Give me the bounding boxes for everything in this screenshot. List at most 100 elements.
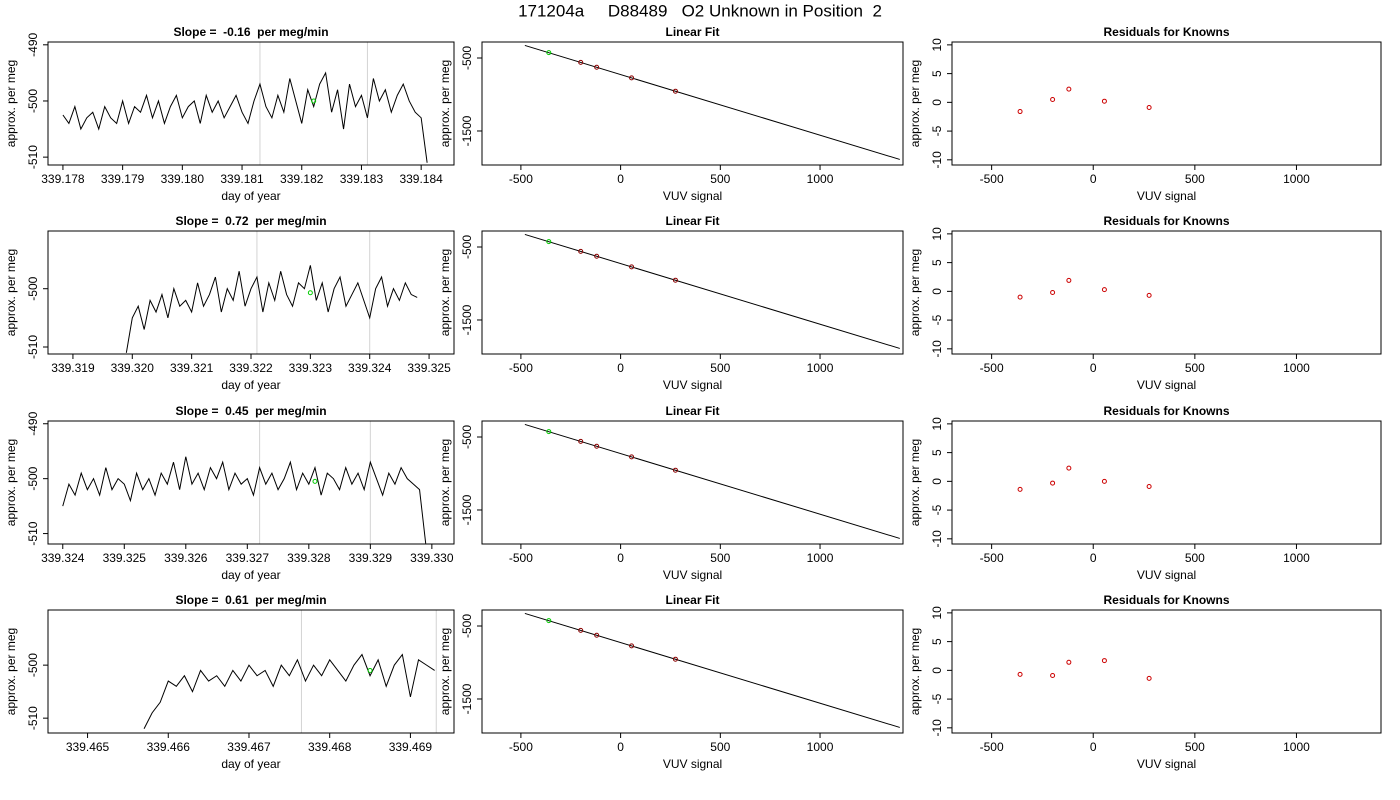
x-tick-label: 500: [1185, 361, 1205, 375]
y-axis-label: approx. per meg: [908, 439, 922, 526]
panel: Linear Fit VUV signal approx. per meg -500 0…: [438, 25, 904, 203]
y-tick-label: -510: [26, 521, 40, 545]
x-tick-label: 500: [1185, 551, 1205, 565]
x-tick-label: 1000: [807, 551, 834, 565]
data-point: [546, 239, 552, 245]
y-tick-label: 0: [930, 288, 944, 295]
marker-point: [367, 667, 373, 673]
x-tick-label: -500: [509, 361, 533, 375]
x-tick-label: 339.326: [164, 551, 208, 565]
data-point: [672, 467, 678, 473]
x-axis-label: VUV signal: [663, 568, 722, 582]
data-point: [594, 64, 600, 70]
x-tick-label: 339.329: [349, 551, 393, 565]
fit-line: [524, 612, 900, 728]
data-point: [1101, 98, 1107, 104]
data-line: [143, 653, 435, 729]
plot-area: [1017, 277, 1152, 300]
x-tick-label: 0: [1090, 361, 1097, 375]
plot-area: [524, 233, 900, 349]
y-tick-label: -500: [460, 614, 474, 638]
x-tick-label: 1000: [807, 740, 834, 754]
x-tick-label: 339.180: [161, 172, 205, 186]
y-tick-label: 10: [930, 227, 944, 241]
x-axis-label: day of year: [221, 378, 280, 392]
plot-frame: [481, 609, 904, 734]
data-point: [672, 277, 678, 283]
panel: Linear Fit VUV signal approx. per meg -500 0…: [438, 214, 904, 392]
plot-area: [1017, 465, 1152, 492]
y-axis-label: approx. per meg: [438, 60, 452, 147]
y-tick-label: -1500: [460, 304, 474, 335]
y-tick-label: -490: [26, 411, 40, 435]
x-tick-label: 339.183: [340, 172, 384, 186]
x-tick-label: 1000: [1283, 172, 1310, 186]
y-tick-label: 5: [930, 638, 944, 645]
y-tick-label: -5: [930, 125, 944, 136]
x-axis-label: VUV signal: [1137, 568, 1196, 582]
x-tick-label: 339.325: [103, 551, 147, 565]
x-tick-label: 339.321: [170, 361, 214, 375]
x-tick-label: -500: [509, 740, 533, 754]
y-tick-label: -500: [460, 425, 474, 449]
data-point: [1017, 671, 1023, 677]
panel: Residuals for Knowns VUV signal approx. pe…: [908, 214, 1382, 392]
x-tick-label: 0: [617, 740, 624, 754]
panel-title: Slope = -0.16 per meg/min: [173, 25, 328, 39]
data-point: [1050, 290, 1056, 295]
y-tick-label: 0: [930, 478, 944, 485]
plot-frame: [481, 230, 904, 355]
data-point: [594, 443, 600, 449]
y-tick-label: -510: [26, 335, 40, 359]
plot-frame: [47, 41, 455, 166]
plot-frame: [481, 41, 904, 166]
panel-title: Residuals for Knowns: [1103, 214, 1229, 228]
y-tick-label: -510: [26, 706, 40, 730]
data-point: [578, 627, 584, 633]
x-tick-label: 339.330: [410, 551, 454, 565]
panel-title: Slope = 0.61 per meg/min: [175, 593, 326, 607]
y-axis-label: approx. per meg: [438, 439, 452, 526]
x-tick-label: 339.178: [41, 172, 85, 186]
plot-frame: [951, 420, 1382, 545]
y-tick-label: 10: [930, 606, 944, 620]
x-tick-label: -500: [509, 172, 533, 186]
data-point: [594, 632, 600, 638]
panel: Slope = 0.61 per meg/min day of year appro…: [4, 593, 455, 771]
panel-title: Linear Fit: [665, 214, 719, 228]
x-tick-label: 339.320: [111, 361, 155, 375]
x-tick-label: 1000: [1283, 361, 1310, 375]
x-tick-label: 1000: [1283, 551, 1310, 565]
data-point: [672, 656, 678, 662]
x-tick-label: 339.324: [41, 551, 85, 565]
data-point: [546, 618, 552, 624]
plot-frame: [481, 420, 904, 545]
y-axis-label: approx. per meg: [438, 249, 452, 336]
data-point: [578, 59, 584, 65]
panel-title: Linear Fit: [665, 25, 719, 39]
y-tick-label: -500: [26, 466, 40, 490]
plot-area: [524, 44, 900, 160]
x-axis-label: day of year: [221, 568, 280, 582]
y-axis-label: approx. per meg: [908, 60, 922, 147]
x-axis-label: VUV signal: [1137, 378, 1196, 392]
plot-area: [62, 42, 428, 165]
data-point: [672, 88, 678, 94]
y-tick-label: 5: [930, 449, 944, 456]
y-tick-label: -10: [930, 719, 944, 737]
data-point: [578, 438, 584, 444]
y-tick-label: -500: [26, 276, 40, 300]
x-tick-label: 339.466: [147, 740, 191, 754]
y-tick-label: -500: [26, 89, 40, 113]
data-line: [62, 71, 428, 163]
panel-title: Slope = 0.45 per meg/min: [175, 404, 326, 418]
data-point: [629, 643, 635, 649]
data-point: [1146, 484, 1152, 490]
data-point: [1050, 673, 1056, 679]
plot-frame: [47, 420, 455, 545]
y-axis-label: approx. per meg: [4, 60, 18, 147]
marker-point: [311, 98, 317, 104]
x-axis-label: VUV signal: [663, 189, 722, 203]
data-point: [629, 75, 635, 81]
y-tick-label: -1500: [460, 494, 474, 525]
